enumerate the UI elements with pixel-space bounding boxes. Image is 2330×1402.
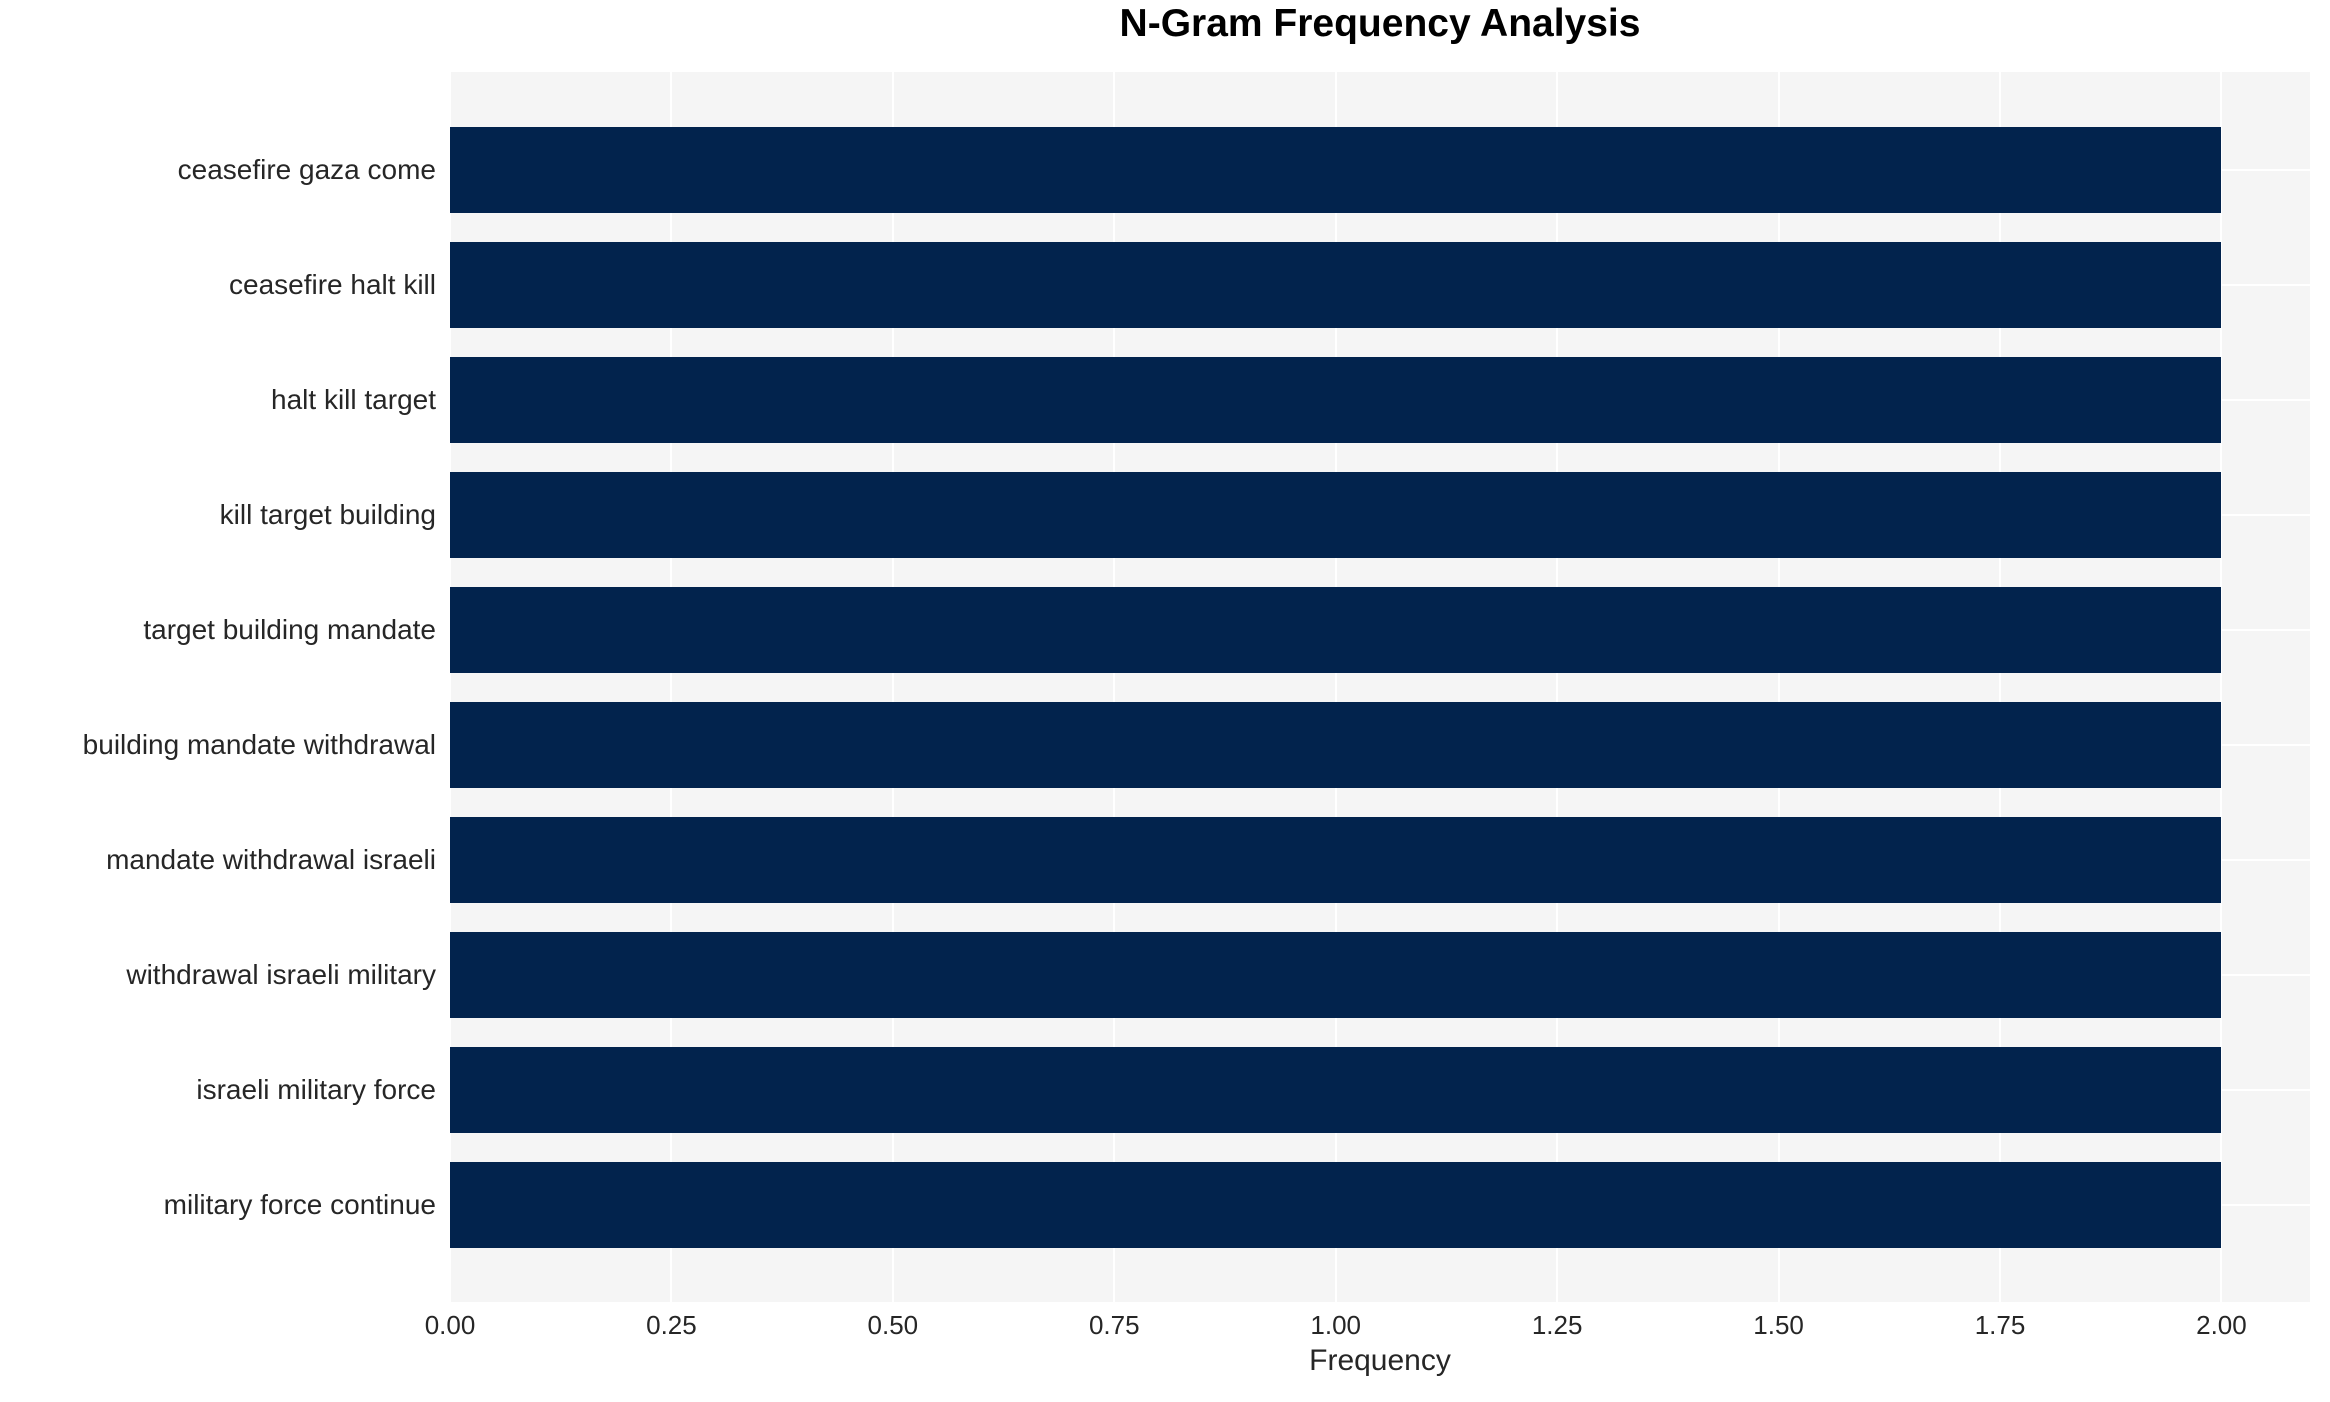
x-axis-ticks: 0.00 0.25 0.50 0.75 1.00 1.25 1.50 1.75 2.00 [425,1310,2310,1342]
x-tick-label: 1.50 [1753,1310,1804,1340]
bar-row [450,342,2310,457]
bar-rows [450,72,2310,1302]
x-tick-label: 1.25 [1531,1310,1583,1340]
y-tick-label: kill target building [219,498,436,530]
bar-row [450,227,2310,342]
x-axis-label: Frequency [1309,1344,1451,1377]
bar-target-building-mandate [450,586,2222,673]
bar-row [450,1032,2310,1147]
y-axis-labels: ceasefire gaza come ceasefire halt kill ha… [0,72,450,1302]
y-tick-label: ceasefire gaza come [177,153,436,185]
bar-row [450,112,2310,227]
bar-ceasefire-halt-kill [450,241,2222,328]
y-tick-label: military force continue [163,1188,436,1220]
x-tick-label: 1.75 [1974,1310,2026,1340]
vertical-gridline [1999,72,2001,1302]
y-tick-label: mandate withdrawal israeli [106,843,436,875]
bar-row [450,687,2310,802]
x-tick-label: 1.00 [1310,1310,1362,1340]
bar-kill-target-building [450,471,2222,558]
vertical-gridline [1334,72,1337,1302]
bar-row [450,1147,2310,1262]
bar-row [450,572,2310,687]
y-tick-label: halt kill target [271,383,436,415]
bar-row [450,917,2310,1032]
x-tick-label: 0.25 [646,1310,697,1340]
y-tick-label: target building mandate [143,613,436,645]
bar-israeli-military-force [450,1046,2222,1133]
bar-mandate-withdrawal-israeli [450,816,2222,903]
vertical-gridline [449,72,451,1302]
vertical-gridline [891,72,894,1302]
bar-military-force-continue [450,1161,2222,1248]
bar-halt-kill-target [450,356,2222,443]
bar-row [450,802,2310,917]
bar-ceasefire-gaza-come [450,126,2222,213]
vertical-gridline [670,72,673,1302]
x-tick-label: 0.00 [424,1310,476,1340]
y-tick-label: building mandate withdrawal [82,728,436,760]
x-tick-label: 0.50 [867,1310,919,1340]
vertical-gridline [1777,72,1780,1302]
vertical-gridline [2220,72,2223,1302]
y-tick-label: withdrawal israeli military [126,958,436,990]
plot-area [449,72,2310,1302]
bar-row [450,457,2310,572]
y-tick-label: israeli military force [196,1073,436,1105]
y-tick-label: ceasefire halt kill [229,268,436,300]
vertical-gridline [1113,72,1116,1302]
x-tick-label: 2.00 [2196,1310,2247,1340]
bar-withdrawal-israeli-military [450,931,2222,1018]
chart-title: N-Gram Frequency Analysis [1119,2,1641,45]
bar-building-mandate-withdrawal [450,701,2222,788]
vertical-gridline [1556,72,1559,1302]
x-tick-label: 0.75 [1088,1310,1140,1340]
